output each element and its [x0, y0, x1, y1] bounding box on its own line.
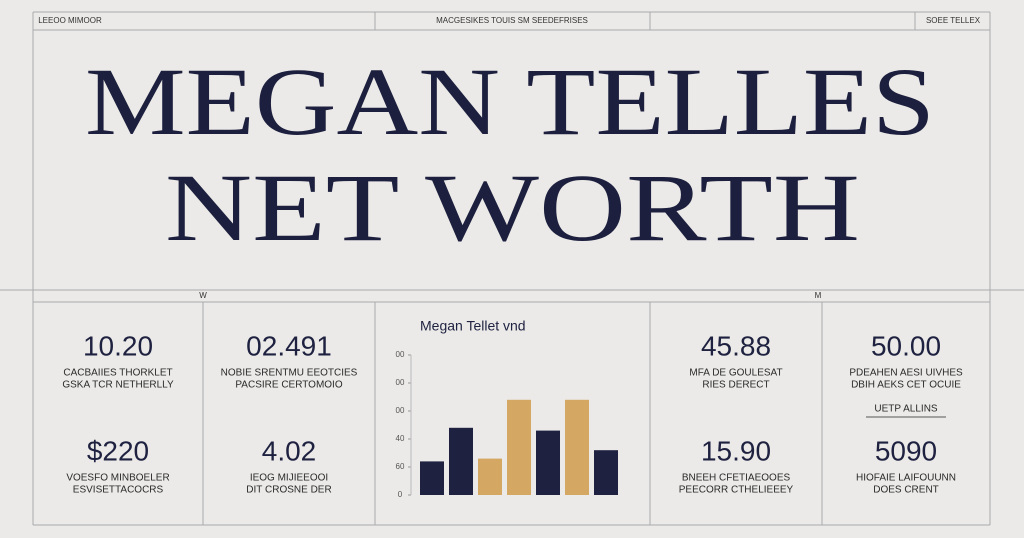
stat-caption: MFA DE GOULESAT — [689, 368, 782, 379]
stat-caption: PEECORR CTHELIEEEY — [679, 485, 794, 496]
bar — [478, 458, 502, 495]
stat-figure: 45.88 — [701, 330, 771, 361]
bar — [565, 399, 589, 495]
stat-caption: PDEAHEN AESI UIVHES — [849, 368, 963, 379]
stat-caption: PACSIRE CERTOMOIO — [235, 380, 342, 391]
stat-figure: 50.00 — [871, 330, 941, 361]
stat-caption: IEOG MIJIEEOOI — [250, 473, 328, 484]
marker: M — [815, 291, 822, 300]
stat-caption: DBIH AEKS CET OCUIE — [851, 380, 961, 391]
marker: W — [199, 291, 207, 300]
stat-tag: UETP ALLINS — [874, 404, 938, 415]
y-tick-label: 60 — [396, 462, 405, 471]
frame — [0, 11, 1024, 526]
bar — [536, 430, 560, 495]
stat-caption: DIT CROSNE DER — [246, 485, 331, 496]
title-line-1: MEGAN TELLES — [85, 48, 935, 155]
header-center: MACGESIKES TOUIS SM SEEDEFRISES — [436, 16, 588, 25]
stat-figure: 10.20 — [83, 330, 153, 361]
stat-figure: 4.02 — [262, 435, 317, 466]
bar — [594, 450, 618, 495]
stat-caption: NOBIE SRENTMU EEOTCIES — [221, 368, 358, 379]
y-tick-label: 00 — [396, 350, 405, 359]
y-tick-label: 00 — [396, 406, 405, 415]
header-left: LEEOO MIMOOR — [38, 16, 102, 25]
title-line-2: NET WORTH — [165, 154, 860, 261]
stat-caption: CACBAIIES THORKLET — [63, 368, 172, 379]
bar — [420, 461, 444, 495]
stat-figure: 15.90 — [701, 435, 771, 466]
stat-caption: HIOFAIE LAIFOUUNN — [856, 473, 956, 484]
stat-figure: $220 — [87, 435, 149, 466]
y-tick-label: 40 — [396, 434, 405, 443]
y-tick-label: 00 — [396, 378, 405, 387]
stat-caption: ESVISETTACOCRS — [73, 485, 164, 496]
stat-caption: RIES DERECT — [702, 380, 769, 391]
chart-title: Megan Tellet vnd — [420, 318, 526, 334]
stat-figure: 02.491 — [246, 330, 332, 361]
stat-caption: BNEEH CFETIAEOOES — [682, 473, 791, 484]
y-tick-label: 0 — [398, 490, 403, 499]
header-right: SOEE TELLEX — [926, 16, 981, 25]
bar — [507, 399, 531, 495]
bar — [449, 427, 473, 495]
stat-caption: DOES CRENT — [873, 485, 939, 496]
stat-caption: VOESFO MINBOELER — [66, 473, 169, 484]
stat-figure: 5090 — [875, 435, 937, 466]
stat-caption: GSKA TCR NETHERLLY — [62, 380, 174, 391]
